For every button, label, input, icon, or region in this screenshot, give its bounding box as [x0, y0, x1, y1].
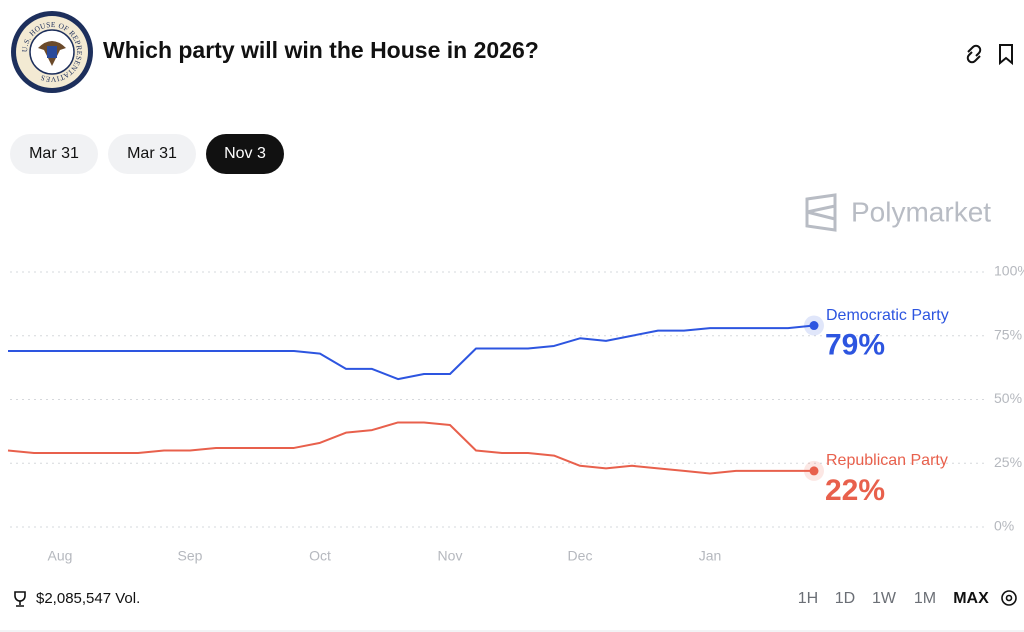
settings-icon[interactable]: [1001, 590, 1017, 606]
y-tick-label: 100%: [994, 263, 1024, 279]
range-button[interactable]: 1W: [872, 590, 897, 607]
series-name: Democratic Party: [826, 307, 949, 324]
range-button[interactable]: MAX: [953, 590, 989, 607]
series-name: Republican Party: [826, 452, 948, 469]
chart: 0% 25% 50% 75% 100% Aug Sep Oct Nov Dec Jan Democra…: [7, 263, 1024, 564]
range-button[interactable]: 1M: [914, 590, 936, 607]
x-tick-label: Dec: [568, 548, 593, 564]
x-tick-label: Jan: [699, 548, 722, 564]
logo: U.S. HOUSE OF REPRESENTATIVES: [11, 11, 93, 93]
tab-button[interactable]: [10, 134, 98, 174]
series-value-label: 22%: [825, 474, 885, 507]
tab-label: Mar 31: [29, 145, 79, 162]
series-line: [8, 324, 815, 381]
y-tick-label: 25%: [994, 454, 1022, 470]
bookmark-icon[interactable]: [999, 44, 1013, 66]
tab-button[interactable]: [108, 134, 196, 174]
x-tick-label: Aug: [48, 548, 73, 564]
y-tick-label: 75%: [994, 326, 1022, 342]
series-value-label: 79%: [825, 328, 885, 361]
y-tick-label: 0%: [994, 518, 1014, 534]
range-buttons: 1H 1D 1W 1M MAX: [798, 590, 989, 607]
x-tick-label: Nov: [438, 548, 463, 564]
brand: Polymarket: [805, 193, 991, 232]
end-dot: [809, 321, 819, 331]
end-dot: [809, 466, 819, 476]
series-line: [7, 421, 814, 475]
range-button[interactable]: 1H: [798, 590, 818, 607]
tab-button[interactable]: [206, 134, 284, 174]
volume: $2,085,547 Vol.: [36, 590, 140, 607]
tabs: Mar 31 Mar 31 Nov 3: [10, 134, 284, 174]
brand-name: Polymarket: [851, 196, 991, 227]
link-icon[interactable]: [966, 44, 982, 64]
trophy-icon: [14, 591, 26, 607]
y-tick-label: 50%: [994, 390, 1022, 406]
x-tick-label: Sep: [178, 548, 203, 564]
tab-label: Mar 31: [127, 145, 177, 162]
tab-label: Nov 3: [224, 145, 266, 162]
x-tick-label: Oct: [309, 548, 331, 564]
range-button[interactable]: 1D: [835, 590, 855, 607]
page-title: Which party will win the House in 2026?: [103, 37, 539, 63]
